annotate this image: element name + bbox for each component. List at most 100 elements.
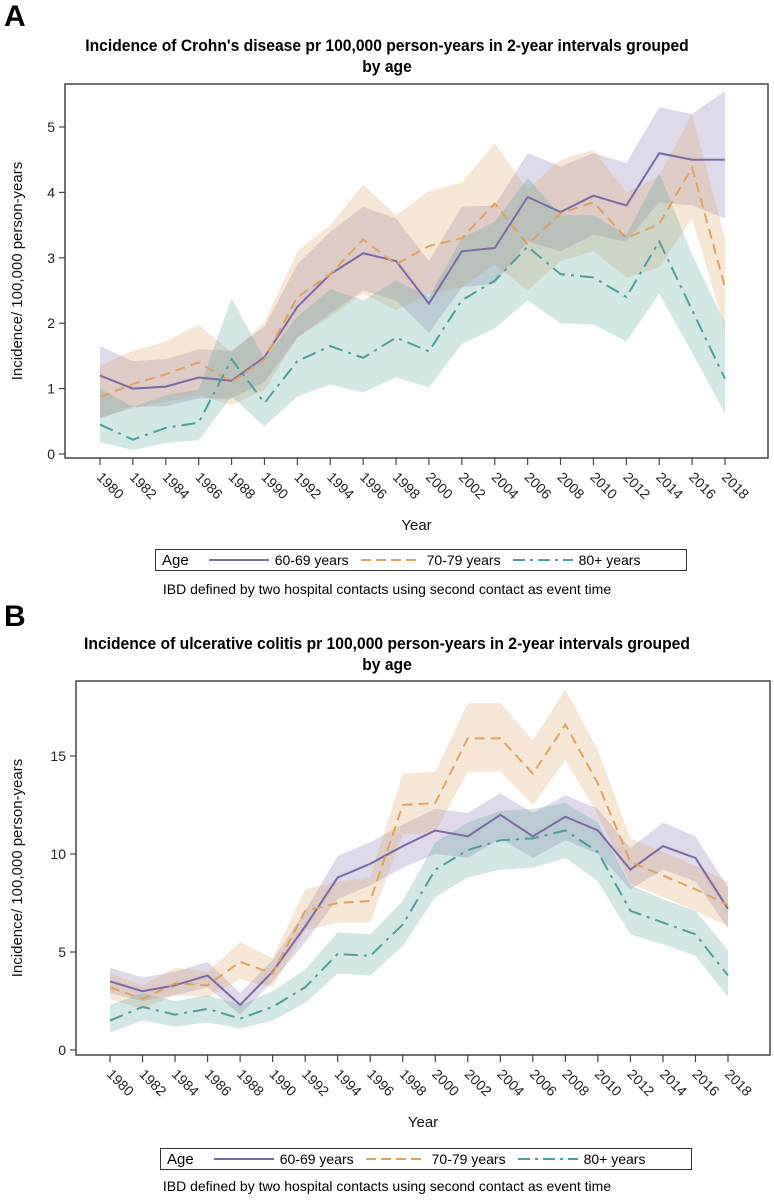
legend-swatch-solid: [213, 1158, 274, 1160]
x-tick-label: 2012: [620, 469, 653, 502]
y-tick-label: 0: [58, 1042, 66, 1058]
legend-swatch-dashed: [365, 1158, 426, 1160]
x-tick-label: 2008: [559, 1066, 592, 1099]
ci-band-80-years: [100, 172, 725, 451]
x-tick-label: 2010: [587, 469, 620, 502]
x-tick-label: 2004: [489, 469, 522, 502]
x-axis-label: Year: [408, 1114, 438, 1131]
series-line-70-79-years: [99, 164, 726, 399]
x-tick-label: 2008: [554, 469, 587, 502]
y-tick-label: 0: [47, 446, 55, 462]
chart-title-line2: by age: [362, 57, 412, 76]
y-tick-label: 2: [47, 315, 55, 331]
x-tick-label: 1982: [136, 1066, 169, 1099]
chart-title-line1: Incidence of ulcerative colitis pr 100,0…: [84, 634, 690, 653]
x-tick-label: 1986: [201, 1066, 234, 1099]
x-axis-label: Year: [401, 517, 431, 534]
x-tick-label: 1998: [390, 469, 423, 502]
legend-swatch-dashdot: [512, 559, 573, 561]
x-tick-label: 2006: [527, 1066, 560, 1099]
legend-label: 80+ years: [578, 552, 641, 568]
panel-a: A Incidence of Crohn's disease pr 100,00…: [4, 0, 769, 597]
ci-band-70-79-years: [100, 113, 725, 419]
x-tick-label: 2010: [592, 1066, 625, 1099]
x-tick-label: 1988: [225, 469, 258, 502]
legend-label: 60-69 years: [274, 552, 349, 568]
x-tick-label: 2014: [657, 1066, 690, 1099]
legend-swatch-solid: [208, 559, 269, 561]
legend: Age 60-69 years 70-79 years 80+ years: [160, 1148, 692, 1170]
x-tick-label: 1980: [94, 469, 127, 502]
y-tick-label: 1: [47, 381, 55, 397]
y-axis-label: Incidence/ 100,000 person-years: [9, 162, 26, 380]
panel-letter: B: [4, 600, 26, 633]
chart-title-line1: Incidence of Crohn's disease pr 100,000 …: [85, 36, 689, 55]
legend: Age 60-69 years 70-79 years 80+ years: [155, 549, 687, 571]
x-tick-label: 1992: [291, 469, 324, 502]
x-tick-label: 1994: [324, 469, 357, 502]
x-tick-label: 1990: [258, 469, 291, 502]
y-tick-label: 15: [50, 748, 66, 764]
x-tick-label: 2016: [689, 1066, 722, 1099]
footnote: IBD defined by two hospital contacts usi…: [162, 1178, 612, 1194]
x-tick-label: 1992: [299, 1066, 332, 1099]
legend-item: 70-79 years: [360, 552, 501, 568]
x-tick-label: 2004: [494, 1066, 527, 1099]
y-tick-label: 5: [47, 119, 55, 135]
x-tick-label: 2016: [686, 469, 719, 502]
x-tick-label: 2002: [462, 1066, 495, 1099]
x-tick-label: 2002: [456, 469, 489, 502]
y-tick-label: 4: [47, 184, 55, 200]
x-tick-label: 2000: [429, 1066, 462, 1099]
ci-band-70-79-years: [110, 689, 728, 1009]
y-axis-label: Incidence/ 100,000 person-years: [9, 759, 26, 977]
x-tick-label: 1982: [127, 469, 160, 502]
legend-label: 80+ years: [583, 1151, 646, 1167]
x-tick-label: 2006: [522, 469, 555, 502]
x-tick-label: 2018: [719, 469, 752, 502]
x-tick-label: 2000: [423, 469, 456, 502]
x-tick-label: 2012: [624, 1066, 657, 1099]
footnote: IBD defined by two hospital contacts usi…: [162, 581, 612, 597]
legend-item: 80+ years: [517, 1151, 646, 1167]
legend-swatch-dashed: [360, 559, 421, 561]
x-tick-label: 1990: [267, 1066, 300, 1099]
ci-band-80-years: [110, 803, 728, 1033]
legend-title: Age: [167, 1150, 194, 1168]
series-line-70-79-years: [109, 722, 729, 1001]
x-tick-label: 1998: [397, 1066, 430, 1099]
legend-item: 70-79 years: [365, 1151, 506, 1167]
legend-title: Age: [162, 551, 189, 569]
x-tick-label: 2014: [653, 469, 686, 502]
x-tick-label: 1994: [332, 1066, 365, 1099]
y-tick-label: 3: [47, 250, 55, 266]
x-tick-label: 1988: [234, 1066, 267, 1099]
series-line-80-years: [109, 829, 729, 1022]
x-tick-label: 1996: [364, 1066, 397, 1099]
panel-letter: A: [4, 0, 26, 33]
panel-b: B Incidence of ulcerative colitis pr 100…: [0, 600, 774, 1200]
x-tick-label: 2018: [722, 1066, 755, 1099]
series-line-80-years: [99, 239, 726, 441]
y-tick-label: 10: [50, 846, 66, 862]
x-tick-label: 1984: [160, 469, 193, 502]
legend-item: 60-69 years: [208, 552, 349, 568]
x-tick-label: 1996: [357, 469, 390, 502]
legend-item: 80+ years: [512, 552, 641, 568]
legend-label: 70-79 years: [426, 552, 501, 568]
series-line-60-69-years: [99, 152, 725, 390]
legend-label: 70-79 years: [431, 1151, 506, 1167]
legend-label: 60-69 years: [279, 1151, 354, 1167]
series-line-60-69-years: [109, 813, 729, 1007]
x-tick-label: 1986: [193, 469, 226, 502]
y-tick-label: 5: [58, 944, 66, 960]
chart-title-line2: by age: [362, 655, 412, 674]
plot-frame: [75, 680, 771, 1056]
legend-swatch-dashdot: [517, 1158, 578, 1160]
x-tick-label: 1980: [104, 1066, 137, 1099]
plot-frame: [64, 83, 769, 459]
x-tick-label: 1984: [169, 1066, 202, 1099]
legend-item: 60-69 years: [213, 1151, 354, 1167]
